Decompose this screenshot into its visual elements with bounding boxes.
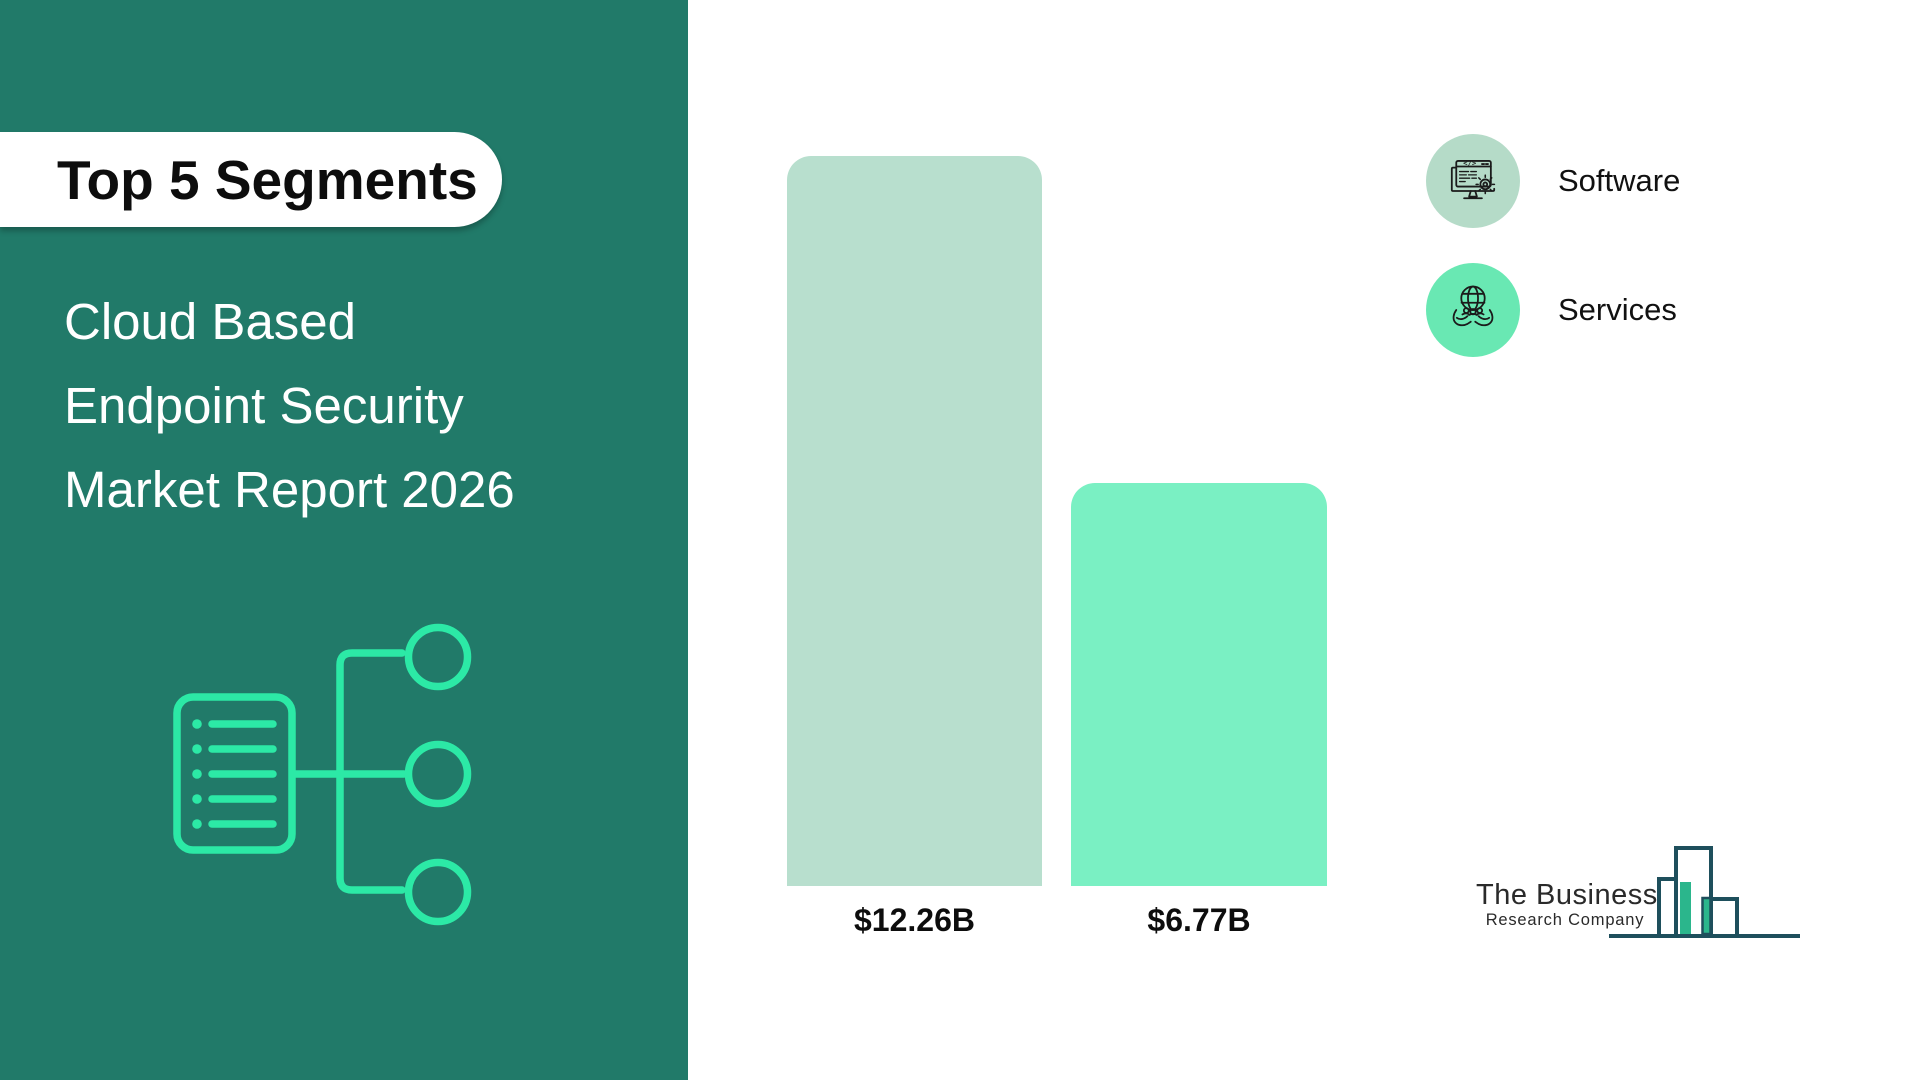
software-icon: </> <box>1426 134 1520 228</box>
report-title-line: Endpoint Security <box>64 377 464 434</box>
sidebar: Top 5 Segments Cloud Based Endpoint Secu… <box>0 0 688 1080</box>
report-title: Cloud Based Endpoint Security Market Rep… <box>64 280 515 532</box>
report-title-line: Market Report 2026 <box>64 461 515 518</box>
logo-subname: Research Company <box>1485 911 1645 929</box>
svg-text:</>: </> <box>1463 158 1477 167</box>
title-badge: Top 5 Segments <box>0 132 502 227</box>
legend-item-software: </> Software <box>1426 134 1680 228</box>
legend-label-software: Software <box>1558 163 1681 198</box>
badge-text: Top 5 Segments <box>57 148 478 211</box>
bar-services <box>1071 483 1327 886</box>
logo-name: The Business <box>1476 879 1658 911</box>
bar-value-label-software: $12.26B <box>854 902 975 938</box>
logo-bar-chart-icon <box>1609 846 1800 938</box>
report-title-line: Cloud Based <box>64 293 357 350</box>
bar-value-label-services: $6.77B <box>1147 902 1251 938</box>
logo-text: The Business Research Company <box>1476 879 1658 929</box>
legend-label-services: Services <box>1558 292 1677 327</box>
services-icon <box>1426 263 1520 357</box>
legend-item-services: Services <box>1426 263 1677 357</box>
document-flowchart-icon <box>173 623 472 926</box>
bar-software <box>787 156 1042 886</box>
